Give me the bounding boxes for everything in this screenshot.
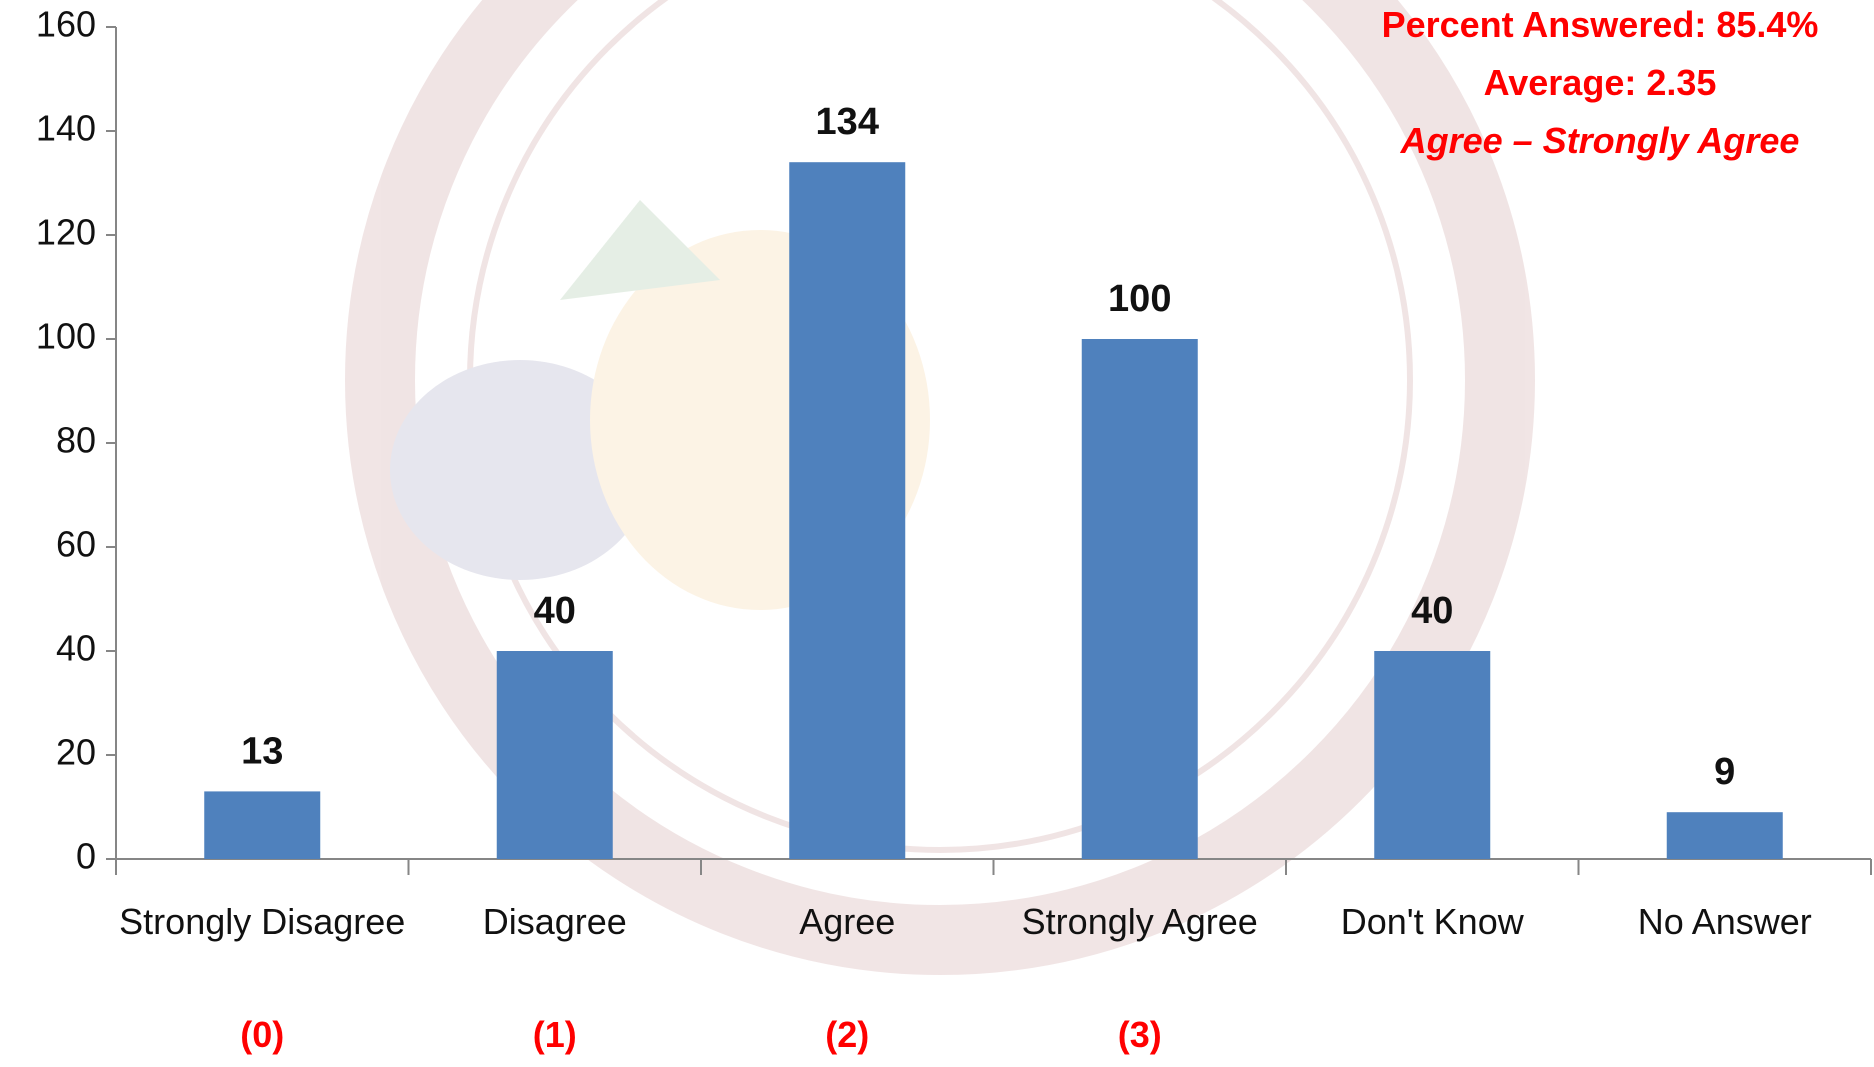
value-label: 40 — [534, 590, 576, 632]
x-tick-label: Strongly Agree — [990, 893, 1290, 951]
bar — [1374, 651, 1490, 859]
value-label: 100 — [1108, 278, 1171, 320]
bar — [1082, 339, 1198, 859]
x-tick-label: No Answer — [1575, 893, 1874, 951]
chart-page: 0 20 40 60 80 100 120 140 160 13 40 134 100 40 9 Perce… — [0, 0, 1874, 1067]
score-label: (2) — [747, 1014, 947, 1056]
score-label: (0) — [162, 1014, 362, 1056]
value-label: 40 — [1411, 590, 1453, 632]
x-tick-label: Strongly Disagree — [112, 893, 412, 951]
y-tick-label: 100 — [36, 316, 96, 357]
score-label: (1) — [455, 1014, 655, 1056]
value-label: 134 — [816, 101, 879, 143]
bar — [497, 651, 613, 859]
bar — [789, 162, 905, 859]
value-label: 9 — [1714, 751, 1735, 793]
y-tick-label: 140 — [36, 108, 96, 149]
value-label: 13 — [241, 730, 283, 772]
y-tick-label: 60 — [56, 524, 96, 565]
y-tick-label: 0 — [76, 836, 96, 877]
y-tick-label: 20 — [56, 732, 96, 773]
annotation: Agree – Strongly Agree — [1340, 120, 1860, 162]
x-tick-label: Disagree — [405, 893, 705, 951]
y-tick-label: 80 — [56, 420, 96, 461]
x-tick-label: Agree — [697, 893, 997, 951]
y-tick-label: 120 — [36, 212, 96, 253]
bar — [204, 791, 320, 859]
annotation: Average: 2.35 — [1340, 62, 1860, 104]
x-tick-label: Don't Know — [1282, 893, 1582, 951]
y-tick-label: 40 — [56, 628, 96, 669]
score-label: (3) — [1040, 1014, 1240, 1056]
bar — [1667, 812, 1783, 859]
annotation: Percent Answered: 85.4% — [1340, 4, 1860, 46]
y-tick-label: 160 — [36, 4, 96, 45]
